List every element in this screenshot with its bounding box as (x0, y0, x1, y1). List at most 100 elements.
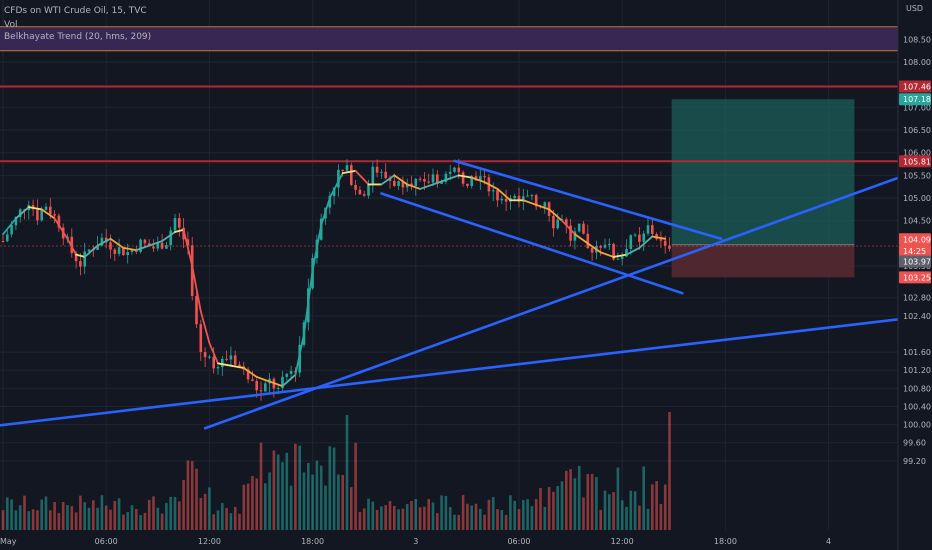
candle-body (444, 173, 448, 182)
trend-segment (586, 242, 602, 254)
volume-bar (23, 495, 26, 530)
candle-body (582, 223, 585, 234)
candle-body (504, 198, 508, 202)
candle-body (393, 180, 396, 186)
price-tick-label: 105.00 (903, 194, 931, 203)
volume-bar (178, 501, 181, 530)
trend-segment (483, 181, 499, 190)
volume-bar (225, 508, 228, 530)
volume-bar (152, 496, 155, 530)
trend-segment (96, 237, 112, 247)
candle-body (14, 216, 18, 226)
candle-body (49, 206, 52, 215)
symbol-title[interactable]: CFDs on WTI Crude Oil, 15, TVC (4, 6, 147, 16)
horizontal-lines (0, 26, 898, 163)
price-label-box (899, 155, 931, 168)
volume-bar (513, 500, 516, 530)
candle-body (522, 196, 525, 202)
indicator-band-fill (0, 26, 898, 51)
trend-segment (535, 203, 550, 211)
trendline (203, 165, 929, 430)
volume-bar (165, 502, 168, 530)
trend-segment (303, 269, 314, 335)
candle-body (246, 369, 250, 380)
price-label-text: 107.46 (903, 83, 931, 92)
candle-body (358, 189, 362, 195)
volume-bar (595, 477, 598, 530)
candle-body (397, 181, 400, 186)
volume-bar (380, 506, 383, 530)
candle-body (577, 223, 581, 232)
volume-bar (139, 514, 142, 530)
volume-bar (302, 472, 306, 530)
candle-body (375, 166, 379, 173)
candle-body (251, 379, 254, 381)
trend-segment (122, 246, 138, 252)
volume-bar (143, 512, 147, 530)
volume-bar (569, 469, 572, 530)
candle-body (625, 248, 628, 257)
candle-body (491, 190, 495, 192)
trend-segment (14, 206, 30, 220)
trendlines (0, 159, 929, 430)
candle-body (53, 214, 56, 216)
price-label-text: 14:25 (903, 247, 926, 256)
candle-body (371, 166, 375, 184)
volume-bar (104, 505, 108, 530)
candle-body (418, 178, 422, 180)
volume-bar (629, 490, 633, 530)
volume-bar (186, 460, 190, 530)
candle-body (255, 380, 258, 391)
candle-body (152, 246, 155, 249)
candle-body (225, 358, 228, 360)
indicator-label[interactable]: Belkhayate Trend (20, hms, 209) (4, 32, 152, 42)
volume-bar (328, 446, 332, 530)
volume-bar (251, 476, 254, 530)
volume-bar (345, 415, 349, 530)
candle-body (332, 187, 336, 196)
trend-segment (75, 253, 86, 258)
volume-bar (319, 465, 323, 530)
candle-body (44, 206, 48, 210)
volume-bar (246, 483, 250, 530)
volume-bar (586, 474, 590, 530)
volume-label[interactable]: Vol (4, 20, 18, 30)
volume-bar (552, 491, 555, 530)
candle-body (156, 242, 160, 249)
trend-segment (174, 228, 185, 233)
candle-body (384, 171, 387, 179)
volume-bar (74, 512, 78, 530)
volume-bar (341, 475, 344, 530)
time-tick-label: 12:00 (198, 537, 221, 546)
volume-bar (599, 509, 602, 530)
volume-bar (57, 513, 61, 530)
trend-segment (294, 333, 305, 376)
volume-bar (294, 443, 297, 530)
volume-bar (354, 442, 357, 530)
position-zone (671, 99, 855, 278)
candle-body (453, 167, 456, 172)
volume-bar (414, 499, 418, 530)
volume-bar (272, 450, 276, 530)
volume-bar (36, 510, 39, 530)
trend-segment (148, 240, 164, 247)
time-tick-label: 4 (826, 537, 831, 546)
trend-segment (53, 217, 69, 240)
candle-body (646, 225, 650, 234)
candle-body (427, 181, 430, 183)
time-axis: May 06:00 12:00 18:00 3 06:00 12:00 18:00 4 (0, 537, 831, 546)
trend-segment (66, 237, 77, 256)
candle-body (354, 184, 357, 190)
volume-bar (638, 505, 641, 530)
trend-segment (457, 174, 473, 179)
trend-segment (496, 188, 512, 202)
price-tick-label: 102.40 (903, 312, 931, 321)
volume-bar (79, 495, 82, 530)
volume-bar (190, 461, 194, 530)
candle-body (612, 243, 615, 260)
volume-bar (122, 514, 125, 530)
trend-segment (522, 199, 538, 206)
volume-bar (221, 503, 224, 530)
